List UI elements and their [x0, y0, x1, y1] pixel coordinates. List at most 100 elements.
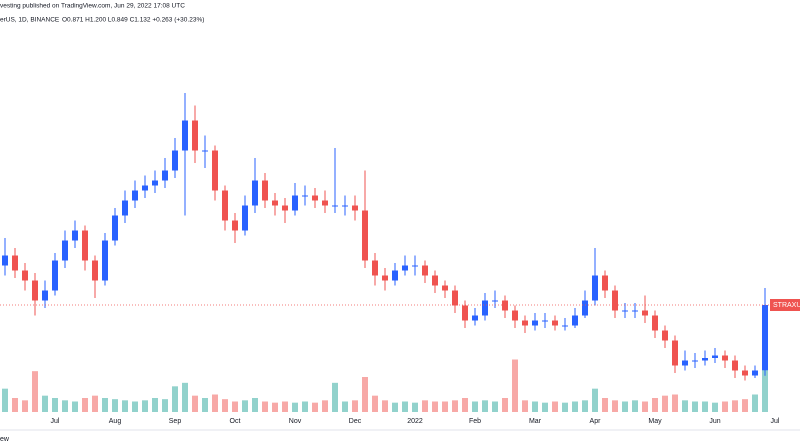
candle-body — [752, 370, 758, 376]
candle-body — [482, 300, 488, 316]
volume-bar — [642, 401, 648, 412]
volume-bar — [402, 401, 408, 412]
candle-body — [382, 275, 388, 281]
candle-body — [632, 310, 638, 312]
volume-bar — [112, 399, 118, 412]
symbol-info: erUS, 1D, BINANCE — [0, 17, 60, 24]
candle-body — [502, 300, 508, 311]
volume-bar — [192, 395, 198, 412]
volume-bar — [362, 377, 368, 412]
volume-bar — [632, 400, 638, 412]
candle-body — [442, 285, 448, 291]
volume-bar — [562, 402, 568, 412]
candle-body — [662, 330, 668, 341]
candle-body — [672, 340, 678, 366]
published-note: vesting published on TradingView.com, Ju… — [0, 3, 185, 10]
volume-bar — [522, 400, 528, 412]
volume-bar — [152, 398, 158, 412]
x-tick-label: Nov — [289, 418, 302, 425]
volume-bar — [382, 400, 388, 412]
candle-body — [592, 275, 598, 301]
volume-bar — [202, 398, 208, 412]
volume-bar — [442, 401, 448, 412]
x-tick-label: Apr — [590, 418, 602, 425]
candle-body — [72, 230, 78, 241]
volume-bar — [622, 401, 628, 412]
candle-body — [352, 205, 358, 211]
footer-text: ew — [0, 436, 10, 443]
candle-body — [82, 230, 88, 261]
candle-body — [692, 360, 698, 362]
volume-bar — [512, 359, 518, 412]
volume-bar — [722, 401, 728, 412]
candle-body — [262, 180, 268, 201]
x-tick-label: Jul — [771, 418, 780, 425]
candle-body — [562, 325, 568, 327]
x-tick-label: Aug — [109, 418, 122, 425]
volume-bar — [182, 382, 188, 412]
candle-body — [322, 200, 328, 206]
candle-body — [62, 240, 68, 261]
candle-body — [222, 190, 228, 221]
volume-bar — [332, 382, 338, 412]
x-tick-label: Jul — [51, 418, 60, 425]
x-tick-label: May — [648, 418, 662, 425]
volume-bar — [412, 402, 418, 412]
candle-body — [742, 370, 748, 376]
candle-body — [332, 205, 338, 207]
volume-bar — [762, 342, 768, 412]
volume-bar — [572, 401, 578, 412]
candle-body — [392, 270, 398, 281]
candle-body — [152, 180, 158, 186]
volume-bar — [662, 395, 668, 412]
volume-bar — [142, 400, 148, 412]
volume-bar — [352, 400, 358, 412]
candle-body — [732, 360, 738, 371]
volume-bar — [292, 402, 298, 412]
volume-bar — [682, 400, 688, 412]
volume-bar — [162, 399, 168, 412]
candle-body — [722, 355, 728, 361]
candle-body — [522, 320, 528, 326]
candle-body — [572, 315, 578, 326]
volume-bar — [392, 402, 398, 412]
candle-body — [132, 190, 138, 201]
volume-bar — [322, 400, 328, 412]
candle-body — [182, 120, 188, 151]
volume-bar — [712, 402, 718, 412]
x-tick-label: Sep — [169, 418, 182, 425]
candle-body — [142, 185, 148, 191]
volume-bar — [752, 394, 758, 412]
candle-body — [272, 200, 278, 206]
candle-body — [642, 310, 648, 316]
candle-body — [12, 255, 18, 271]
volume-bar — [302, 401, 308, 412]
volume-bar — [452, 400, 458, 412]
volume-bar — [342, 401, 348, 412]
volume-bar — [52, 398, 58, 412]
volume-bar — [532, 401, 538, 412]
candle-body — [302, 195, 308, 197]
candle-body — [212, 150, 218, 191]
volume-bar — [652, 398, 658, 412]
volume-bar — [242, 400, 248, 412]
price-label: STRAXUSD — [773, 302, 800, 309]
candle-body — [342, 205, 348, 207]
candle-body — [102, 240, 108, 281]
volume-bar — [552, 401, 558, 412]
candle-body — [22, 270, 28, 281]
candle-body — [422, 265, 428, 276]
volume-bar — [122, 400, 128, 412]
x-tick-label: Dec — [349, 418, 362, 425]
volume-bar — [42, 395, 48, 412]
volume-bar — [252, 398, 258, 412]
candle-body — [552, 320, 558, 326]
candle-body — [112, 215, 118, 241]
volume-bar — [222, 399, 228, 412]
candle-body — [92, 260, 98, 281]
volume-bar — [372, 395, 378, 412]
candle-body — [542, 320, 548, 322]
candle-body — [402, 265, 408, 271]
candle-body — [602, 275, 608, 291]
